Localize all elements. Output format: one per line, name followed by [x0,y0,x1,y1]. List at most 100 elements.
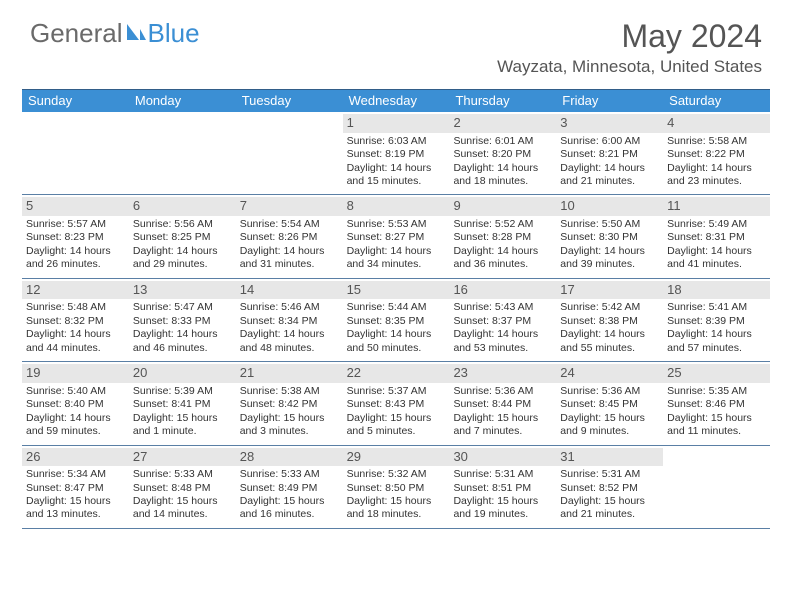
day-cell: 13Sunrise: 5:47 AMSunset: 8:33 PMDayligh… [129,279,236,361]
daylight-line: Daylight: 14 hours and 59 minutes. [26,412,125,439]
sunrise-line: Sunrise: 5:49 AM [667,218,766,231]
day-cell: 24Sunrise: 5:36 AMSunset: 8:45 PMDayligh… [556,362,663,444]
day-cell: 27Sunrise: 5:33 AMSunset: 8:48 PMDayligh… [129,446,236,528]
sunrise-line: Sunrise: 5:39 AM [133,385,232,398]
day-cell: 16Sunrise: 5:43 AMSunset: 8:37 PMDayligh… [449,279,556,361]
day-cell: 4Sunrise: 5:58 AMSunset: 8:22 PMDaylight… [663,112,770,194]
day-number: 17 [556,281,663,300]
day-cell: 8Sunrise: 5:53 AMSunset: 8:27 PMDaylight… [343,195,450,277]
day-number: 23 [449,364,556,383]
day-number: 14 [236,281,343,300]
day-number: 31 [556,448,663,467]
daylight-line: Daylight: 14 hours and 18 minutes. [453,162,552,189]
day-number: 8 [343,197,450,216]
sunrise-line: Sunrise: 5:35 AM [667,385,766,398]
sunset-line: Sunset: 8:37 PM [453,315,552,328]
sunrise-line: Sunrise: 5:50 AM [560,218,659,231]
sunset-line: Sunset: 8:51 PM [453,482,552,495]
day-cell: 22 Sunrise: 5:37 AMSunset: 8:43 PMDayligh… [343,362,450,444]
daylight-line: Daylight: 15 hours and 11 minutes. [667,412,766,439]
week-row: 1Sunrise: 6:03 AMSunset: 8:19 PMDaylight… [22,112,770,195]
daylight-line: Daylight: 15 hours and 14 minutes. [133,495,232,522]
day-number: 22 [343,364,450,383]
week-row: 5Sunrise: 5:57 AMSunset: 8:23 PMDaylight… [22,195,770,278]
week-row: 19Sunrise: 5:40 AMSunset: 8:40 PMDayligh… [22,362,770,445]
sunrise-line: Sunrise: 5:31 AM [453,468,552,481]
sunrise-line: Sunrise: 5:36 AM [560,385,659,398]
sunrise-line: Sunrise: 5:33 AM [240,468,339,481]
day-number: 11 [663,197,770,216]
dayhead-wed: Wednesday [343,90,450,112]
sunset-line: Sunset: 8:33 PM [133,315,232,328]
sunrise-line: Sunrise: 5:37 AM [347,385,446,398]
sunrise-line: Sunrise: 5:32 AM [347,468,446,481]
day-cell [663,446,770,528]
sunrise-line: Sunrise: 5:48 AM [26,301,125,314]
sunrise-line: Sunrise: 5:52 AM [453,218,552,231]
sunrise-line: Sunrise: 5:57 AM [26,218,125,231]
day-number: 4 [663,114,770,133]
sunrise-line: Sunrise: 5:40 AM [26,385,125,398]
sunrise-line: Sunrise: 5:33 AM [133,468,232,481]
day-cell: 20Sunrise: 5:39 AMSunset: 8:41 PMDayligh… [129,362,236,444]
day-number: 9 [449,197,556,216]
day-number: 6 [129,197,236,216]
dayhead-sat: Saturday [663,90,770,112]
daylight-line: Daylight: 14 hours and 26 minutes. [26,245,125,272]
sunrise-line: Sunrise: 5:44 AM [347,301,446,314]
dayhead-mon: Monday [129,90,236,112]
day-cell: 23Sunrise: 5:36 AMSunset: 8:44 PMDayligh… [449,362,556,444]
daylight-line: Daylight: 14 hours and 29 minutes. [133,245,232,272]
sunrise-line: Sunrise: 5:56 AM [133,218,232,231]
day-cell: 25Sunrise: 5:35 AMSunset: 8:46 PMDayligh… [663,362,770,444]
day-number: 30 [449,448,556,467]
day-cell: 6 Sunrise: 5:56 AMSunset: 8:25 PMDaylight… [129,195,236,277]
daylight-line: Daylight: 14 hours and 46 minutes. [133,328,232,355]
daylight-line: Daylight: 14 hours and 15 minutes. [347,162,446,189]
daylight-line: Daylight: 14 hours and 41 minutes. [667,245,766,272]
sunset-line: Sunset: 8:34 PM [240,315,339,328]
daylight-line: Daylight: 15 hours and 5 minutes. [347,412,446,439]
sunset-line: Sunset: 8:44 PM [453,398,552,411]
sunset-line: Sunset: 8:35 PM [347,315,446,328]
daylight-line: Daylight: 15 hours and 19 minutes. [453,495,552,522]
sunset-line: Sunset: 8:27 PM [347,231,446,244]
sunset-line: Sunset: 8:32 PM [26,315,125,328]
sunrise-line: Sunrise: 5:43 AM [453,301,552,314]
sunset-line: Sunset: 8:48 PM [133,482,232,495]
sunset-line: Sunset: 8:25 PM [133,231,232,244]
daylight-line: Daylight: 14 hours and 55 minutes. [560,328,659,355]
daylight-line: Daylight: 14 hours and 44 minutes. [26,328,125,355]
sunset-line: Sunset: 8:41 PM [133,398,232,411]
day-number: 24 [556,364,663,383]
day-number: 29 [343,448,450,467]
daylight-line: Daylight: 15 hours and 3 minutes. [240,412,339,439]
dayhead-fri: Friday [556,90,663,112]
dayhead-tue: Tuesday [236,90,343,112]
daylight-line: Daylight: 14 hours and 36 minutes. [453,245,552,272]
day-cell: 15Sunrise: 5:44 AMSunset: 8:35 PMDayligh… [343,279,450,361]
sunrise-line: Sunrise: 5:47 AM [133,301,232,314]
day-cell: 21Sunrise: 5:38 AMSunset: 8:42 PMDayligh… [236,362,343,444]
sunset-line: Sunset: 8:19 PM [347,148,446,161]
sunrise-line: Sunrise: 5:54 AM [240,218,339,231]
day-cell: 30Sunrise: 5:31 AMSunset: 8:51 PMDayligh… [449,446,556,528]
daylight-line: Daylight: 14 hours and 21 minutes. [560,162,659,189]
daylight-line: Daylight: 14 hours and 53 minutes. [453,328,552,355]
logo-text-a: General [30,18,123,49]
day-number: 2 [449,114,556,133]
sunset-line: Sunset: 8:43 PM [347,398,446,411]
daylight-line: Daylight: 15 hours and 18 minutes. [347,495,446,522]
sunset-line: Sunset: 8:38 PM [560,315,659,328]
month-title: May 2024 [497,18,762,55]
day-cell [129,112,236,194]
day-cell [236,112,343,194]
day-number: 21 [236,364,343,383]
day-cell: 3Sunrise: 6:00 AMSunset: 8:21 PMDaylight… [556,112,663,194]
week-row: 12Sunrise: 5:48 AMSunset: 8:32 PMDayligh… [22,279,770,362]
day-number: 7 [236,197,343,216]
day-cell: 5Sunrise: 5:57 AMSunset: 8:23 PMDaylight… [22,195,129,277]
day-number: 28 [236,448,343,467]
day-cell: 19Sunrise: 5:40 AMSunset: 8:40 PMDayligh… [22,362,129,444]
title-block: May 2024 Wayzata, Minnesota, United Stat… [497,18,762,77]
